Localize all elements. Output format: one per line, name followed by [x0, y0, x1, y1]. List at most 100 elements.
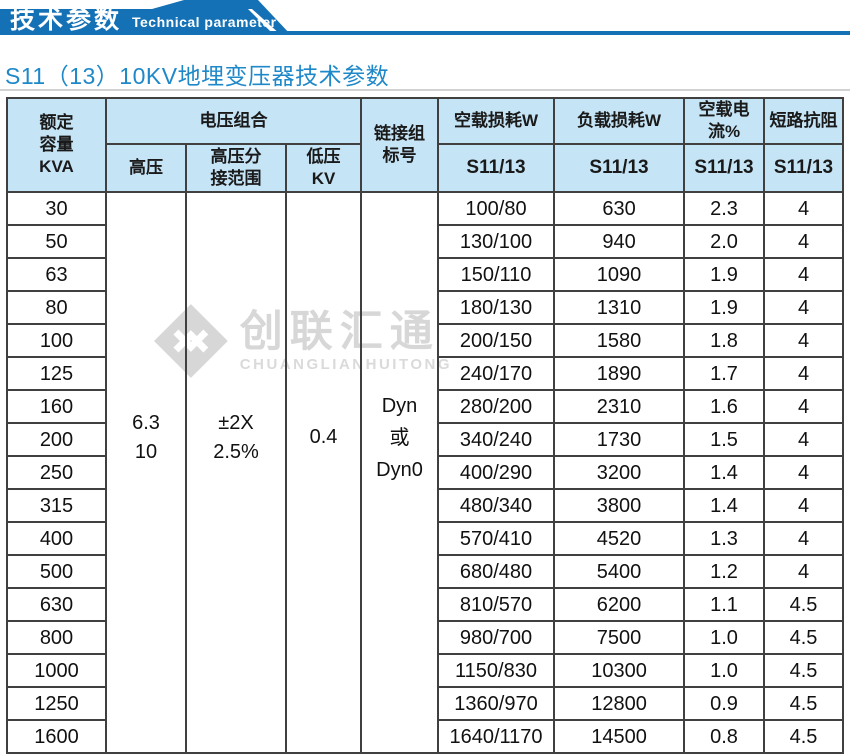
no-load-loss-cell: 150/110 [437, 257, 556, 293]
header-lv: 低压 KV [284, 143, 363, 194]
no-load-current-cell: 1.8 [683, 323, 766, 359]
load-loss-cell: 6200 [553, 587, 686, 623]
load-loss-cell: 1730 [553, 422, 686, 458]
no-load-current-cell: 1.0 [683, 620, 766, 656]
impedance-cell: 4 [763, 191, 845, 227]
table-row: 250 400/290 3200 1.4 4 [6, 455, 845, 491]
capacity-cell: 80 [6, 290, 107, 326]
capacity-cell: 630 [6, 587, 107, 623]
capacity-cell: 500 [6, 554, 107, 590]
header-model-no-load-current: S11/13 [683, 143, 766, 194]
banner-subtitle: Technical parameter [132, 14, 277, 30]
load-loss-cell: 1310 [553, 290, 686, 326]
impedance-cell: 4 [763, 323, 845, 359]
no-load-loss-cell: 1360/970 [437, 686, 556, 722]
impedance-cell: 4 [763, 521, 845, 557]
no-load-loss-cell: 340/240 [437, 422, 556, 458]
header-connection: 链接组 标号 [360, 96, 440, 194]
table-header: 额定 容量 KVA 电压组合 链接组 标号 空载损耗W 负载损耗W 空载电流% … [6, 96, 845, 194]
header-capacity: 额定 容量 KVA [6, 96, 107, 194]
capacity-cell: 800 [6, 620, 107, 656]
impedance-cell: 4 [763, 290, 845, 326]
table-row: 125 240/170 1890 1.7 4 [6, 356, 845, 392]
no-load-current-cell: 1.4 [683, 488, 766, 524]
no-load-current-cell: 1.9 [683, 257, 766, 293]
load-loss-cell: 14500 [553, 719, 686, 754]
header-impedance: 短路抗阻 [763, 96, 845, 146]
load-loss-cell: 4520 [553, 521, 686, 557]
load-loss-cell: 1580 [553, 323, 686, 359]
header-no-load-current: 空载电流% [683, 96, 766, 146]
no-load-loss-cell: 400/290 [437, 455, 556, 491]
no-load-loss-cell: 810/570 [437, 587, 556, 623]
impedance-cell: 4 [763, 422, 845, 458]
hv-merged-cell: 6.3 10 [105, 191, 187, 754]
capacity-cell: 200 [6, 422, 107, 458]
capacity-cell: 125 [6, 356, 107, 392]
capacity-cell: 400 [6, 521, 107, 557]
table-row: 400 570/410 4520 1.3 4 [6, 521, 845, 557]
capacity-cell: 1600 [6, 719, 107, 754]
no-load-current-cell: 1.4 [683, 455, 766, 491]
spec-table: 额定 容量 KVA 电压组合 链接组 标号 空载损耗W 负载损耗W 空载电流% … [6, 96, 845, 754]
load-loss-cell: 2310 [553, 389, 686, 425]
load-loss-cell: 10300 [553, 653, 686, 689]
impedance-cell: 4 [763, 356, 845, 392]
no-load-loss-cell: 1150/830 [437, 653, 556, 689]
table-row: 800 980/700 7500 1.0 4.5 [6, 620, 845, 656]
capacity-cell: 315 [6, 488, 107, 524]
table-row: 315 480/340 3800 1.4 4 [6, 488, 845, 524]
impedance-cell: 4 [763, 488, 845, 524]
impedance-cell: 4 [763, 224, 845, 260]
capacity-cell: 160 [6, 389, 107, 425]
capacity-cell: 30 [6, 191, 107, 227]
load-loss-cell: 3800 [553, 488, 686, 524]
load-loss-cell: 630 [553, 191, 686, 227]
impedance-cell: 4.5 [763, 620, 845, 656]
table-row: 160 280/200 2310 1.6 4 [6, 389, 845, 425]
no-load-loss-cell: 980/700 [437, 620, 556, 656]
table-row: 1000 1150/830 10300 1.0 4.5 [6, 653, 845, 689]
load-loss-cell: 1090 [553, 257, 686, 293]
header-hv-tap: 高压分 接范围 [185, 143, 287, 194]
load-loss-cell: 12800 [553, 686, 686, 722]
header-model-impedance: S11/13 [763, 143, 845, 194]
hv-tap-merged-cell: ±2X 2.5% [185, 191, 287, 754]
impedance-cell: 4.5 [763, 587, 845, 623]
table-row: 50 130/100 940 2.0 4 [6, 224, 845, 260]
banner: 技术参数 Technical parameter [0, 0, 850, 42]
impedance-cell: 4 [763, 554, 845, 590]
no-load-current-cell: 0.9 [683, 686, 766, 722]
capacity-cell: 50 [6, 224, 107, 260]
header-row-2: 高压 高压分 接范围 低压 KV S11/13 S11/13 S11/13 S1… [7, 143, 845, 194]
impedance-cell: 4 [763, 389, 845, 425]
no-load-loss-cell: 240/170 [437, 356, 556, 392]
connection-merged-cell: Dyn 或 Dyn0 [360, 191, 440, 754]
no-load-loss-cell: 180/130 [437, 290, 556, 326]
no-load-current-cell: 1.2 [683, 554, 766, 590]
impedance-cell: 4 [763, 257, 845, 293]
no-load-loss-cell: 280/200 [437, 389, 556, 425]
no-load-loss-cell: 1640/1170 [437, 719, 556, 754]
banner-ribbon-shape [0, 0, 850, 35]
no-load-current-cell: 1.7 [683, 356, 766, 392]
lv-merged-cell: 0.4 [284, 191, 363, 754]
no-load-current-cell: 2.0 [683, 224, 766, 260]
load-loss-cell: 3200 [553, 455, 686, 491]
load-loss-cell: 1890 [553, 356, 686, 392]
banner-title: 技术参数 [10, 6, 123, 34]
capacity-cell: 1250 [6, 686, 107, 722]
no-load-current-cell: 2.3 [683, 191, 766, 227]
no-load-loss-cell: 480/340 [437, 488, 556, 524]
impedance-cell: 4.5 [763, 653, 845, 689]
divider-line [0, 89, 850, 91]
table-body: 30 6.3 10 ±2X 2.5% 0.4 Dyn 或 Dyn0 100/80 630 2.… [6, 191, 845, 754]
load-loss-cell: 5400 [553, 554, 686, 590]
impedance-cell: 4.5 [763, 719, 845, 754]
impedance-cell: 4.5 [763, 686, 845, 722]
no-load-current-cell: 1.0 [683, 653, 766, 689]
header-model-load-loss: S11/13 [553, 143, 686, 194]
table-row: 80 180/130 1310 1.9 4 [6, 290, 845, 326]
capacity-cell: 63 [6, 257, 107, 293]
table-row: 200 340/240 1730 1.5 4 [6, 422, 845, 458]
